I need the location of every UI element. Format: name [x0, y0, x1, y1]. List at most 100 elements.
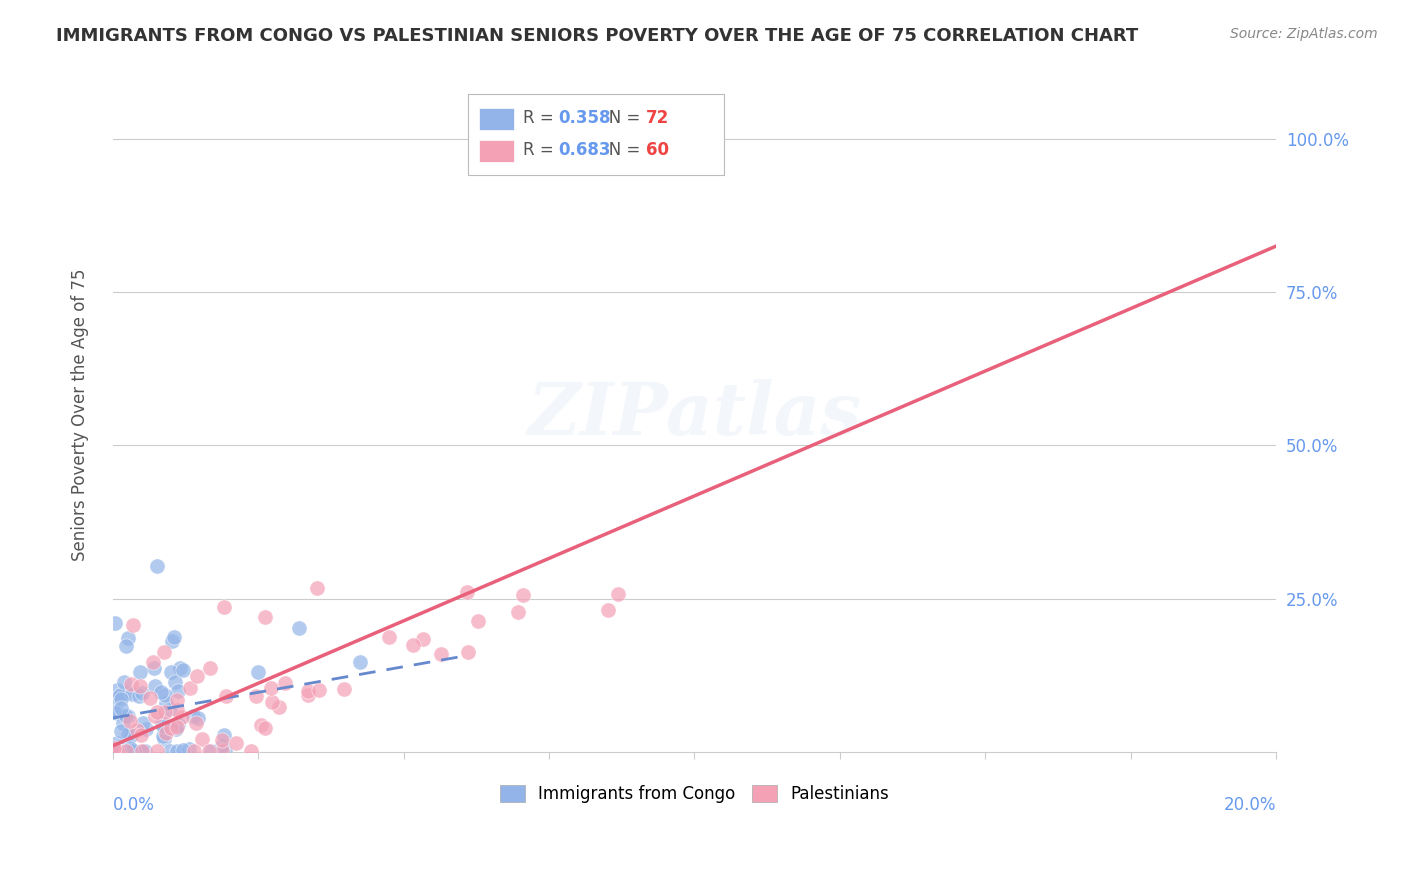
Point: [131, 744, 153, 758]
Point: [212, 599, 235, 614]
Point: [172, 743, 194, 757]
Point: [120, 744, 142, 758]
Point: [135, 723, 157, 737]
Text: 0.683: 0.683: [558, 141, 610, 159]
Point: [198, 661, 221, 675]
Point: [159, 744, 181, 758]
Point: [172, 663, 194, 677]
Point: [121, 687, 143, 701]
Point: [118, 744, 141, 758]
Point: [412, 632, 434, 646]
Point: [308, 682, 330, 697]
Point: [122, 618, 145, 632]
Point: [142, 655, 165, 669]
Point: [159, 702, 181, 716]
Point: [117, 726, 139, 740]
Point: [467, 614, 489, 628]
Point: [131, 715, 153, 730]
Text: N =: N =: [593, 109, 645, 127]
Point: [211, 744, 233, 758]
Text: R =: R =: [523, 141, 560, 159]
Point: [127, 723, 149, 737]
Point: [254, 721, 277, 735]
Point: [155, 696, 177, 710]
Point: [153, 706, 176, 720]
Point: [225, 736, 247, 750]
Point: [184, 716, 207, 731]
Point: [115, 709, 138, 723]
Point: [117, 709, 139, 723]
Point: [253, 610, 276, 624]
Point: [128, 690, 150, 704]
Text: IMMIGRANTS FROM CONGO VS PALESTINIAN SENIORS POVERTY OVER THE AGE OF 75 CORRELAT: IMMIGRANTS FROM CONGO VS PALESTINIAN SEN…: [56, 27, 1139, 45]
Point: [160, 721, 183, 735]
Point: [129, 679, 152, 693]
Point: [132, 744, 155, 758]
Text: N =: N =: [593, 141, 645, 159]
Point: [146, 744, 169, 758]
Point: [118, 740, 141, 755]
Point: [287, 621, 309, 635]
Point: [112, 675, 135, 690]
Point: [153, 688, 176, 702]
Point: [105, 690, 128, 705]
Point: [105, 736, 128, 750]
Point: [143, 708, 166, 723]
Point: [211, 739, 233, 753]
Point: [260, 695, 283, 709]
Point: [305, 581, 328, 595]
Point: [143, 679, 166, 693]
Point: [250, 718, 273, 732]
Point: [115, 744, 138, 758]
Point: [104, 615, 127, 630]
Point: [179, 681, 201, 696]
Point: [200, 744, 222, 758]
Point: [103, 741, 125, 756]
Point: [179, 742, 201, 756]
FancyBboxPatch shape: [479, 109, 515, 130]
Point: [134, 744, 156, 758]
Point: [607, 587, 630, 601]
Point: [152, 732, 174, 747]
Point: [167, 716, 190, 731]
Point: [131, 686, 153, 700]
Point: [115, 639, 138, 653]
Point: [160, 665, 183, 680]
Point: [110, 701, 132, 715]
Point: [187, 711, 209, 725]
Point: [120, 728, 142, 742]
Point: [115, 744, 138, 758]
Point: [457, 645, 479, 659]
Point: [247, 665, 270, 680]
Point: [596, 603, 619, 617]
FancyBboxPatch shape: [468, 95, 724, 175]
Point: [146, 558, 169, 573]
Point: [152, 729, 174, 743]
Point: [402, 638, 425, 652]
Point: [152, 719, 174, 733]
Point: [118, 744, 141, 758]
Point: [240, 744, 263, 758]
Point: [165, 723, 187, 737]
Legend: Immigrants from Congo, Palestinians: Immigrants from Congo, Palestinians: [492, 776, 897, 811]
Point: [198, 744, 221, 758]
Point: [274, 676, 297, 690]
Point: [108, 689, 131, 703]
Point: [129, 728, 152, 742]
Text: 20.0%: 20.0%: [1223, 796, 1277, 814]
Point: [120, 728, 142, 742]
Point: [142, 661, 165, 675]
Point: [260, 681, 283, 695]
Point: [191, 731, 214, 746]
Point: [512, 588, 534, 602]
Point: [378, 630, 401, 644]
Text: Source: ZipAtlas.com: Source: ZipAtlas.com: [1230, 27, 1378, 41]
Point: [112, 716, 135, 731]
Point: [105, 744, 128, 758]
Point: [506, 605, 529, 619]
Point: [115, 686, 138, 700]
Point: [122, 744, 145, 758]
Point: [110, 723, 132, 738]
Point: [150, 685, 173, 699]
Point: [215, 689, 238, 703]
